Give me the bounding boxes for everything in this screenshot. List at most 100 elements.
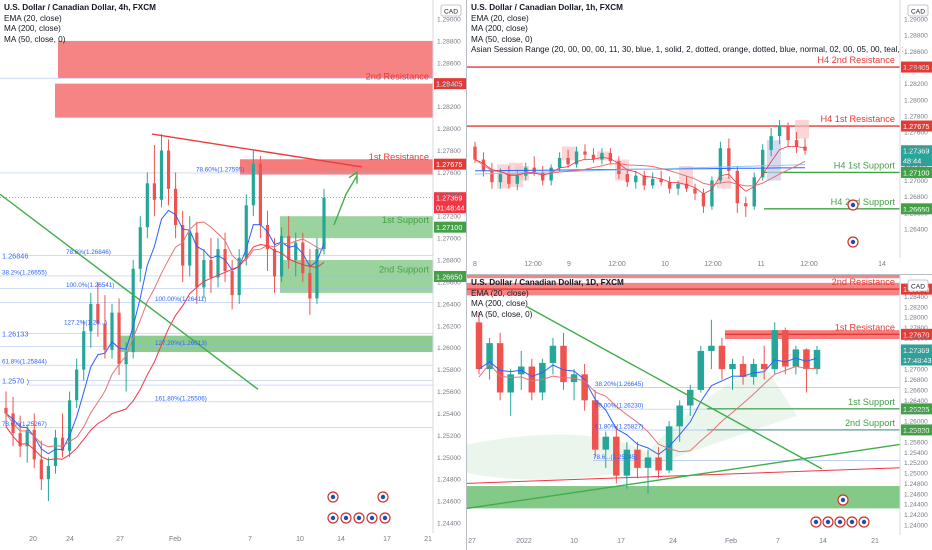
candle-body bbox=[272, 249, 277, 277]
indicator-ma50-1h[interactable]: MA (50, close, 0) bbox=[471, 34, 533, 44]
descending-resistance-trendline bbox=[151, 133, 363, 168]
chart-1d-canvas[interactable]: 38.20%(1.26645) 50.00%(1.26230) 61.80%(1.2… bbox=[467, 275, 932, 550]
candle-body bbox=[623, 449, 631, 476]
economic-event-icon-dot bbox=[813, 519, 819, 525]
candle-body bbox=[32, 429, 36, 460]
candle-body bbox=[507, 374, 514, 393]
level-label-sup: 1st Support bbox=[848, 397, 895, 407]
symbol-title-1h[interactable]: U.S. Dollar / Canadian Dollar, 1h, FXCM bbox=[471, 3, 623, 12]
time-tick-label: 2022 bbox=[516, 538, 532, 545]
time-tick-label: Feb bbox=[169, 536, 181, 543]
chart-4h-canvas[interactable]: 78.6%(1.26846) 38.2%(1.26655) 100.0%(1.265… bbox=[0, 0, 466, 550]
ema-line bbox=[5, 209, 325, 455]
price-tick-label: 1.25400 bbox=[904, 450, 928, 457]
candle-body bbox=[687, 389, 694, 406]
fib-left-tag: 1.26133 bbox=[2, 329, 28, 338]
candle-body bbox=[735, 170, 740, 204]
candle-body bbox=[230, 271, 234, 296]
candle-body bbox=[591, 400, 599, 450]
chart-panel-4h[interactable]: 78.6%(1.26846) 38.2%(1.26655) 100.0%(1.265… bbox=[0, 0, 467, 550]
economic-event-icon-dot bbox=[861, 519, 867, 525]
candle-body bbox=[294, 242, 298, 261]
level-price-tag-bg bbox=[434, 78, 466, 90]
candle-body bbox=[68, 400, 72, 451]
price-tick-label: 1.25600 bbox=[904, 439, 928, 446]
time-tick-label: 17 bbox=[617, 538, 625, 545]
chart-panel-1h[interactable]: H4 2nd Resistance 1.28405 H4 1st Resistanc… bbox=[467, 0, 932, 275]
time-tick-label: 17 bbox=[383, 536, 391, 543]
candle-body bbox=[202, 260, 206, 288]
candle-body bbox=[507, 174, 511, 184]
time-tick-label: 10 bbox=[296, 536, 304, 543]
price-tick-label: 1.26200 bbox=[904, 408, 928, 415]
candle-body bbox=[739, 363, 747, 377]
price-tick-label: 1.27400 bbox=[904, 346, 928, 353]
indicator-ema-4h[interactable]: EMA (20, close) bbox=[4, 13, 62, 23]
indicator-ma200-1h[interactable]: MA (200, close) bbox=[471, 24, 528, 34]
candle-body bbox=[131, 268, 135, 353]
candle-body bbox=[75, 369, 79, 401]
candle-body bbox=[280, 235, 284, 277]
countdown-tag-bg bbox=[901, 354, 932, 366]
countdown-tag: 48:44 bbox=[903, 157, 921, 166]
price-tick-label: 1.27000 bbox=[437, 236, 461, 243]
chart-1h-canvas[interactable]: H4 2nd Resistance 1.28405 H4 1st Resistanc… bbox=[467, 0, 932, 274]
support-zone-1st bbox=[280, 216, 433, 239]
time-tick-label: Feb bbox=[725, 538, 737, 545]
indicator-ema-1h[interactable]: EMA (20, close) bbox=[471, 13, 529, 23]
level-label-res: H4 2nd Resistance bbox=[817, 55, 895, 65]
candle-body bbox=[752, 177, 756, 207]
price-tick-label: 1.27600 bbox=[437, 170, 461, 177]
price-tick-label: 1.24600 bbox=[904, 491, 928, 498]
indicator-asian-session-1h[interactable]: Asian Session Range (20, 00, 00, 00, 11,… bbox=[471, 45, 903, 55]
price-tick-label: 1.26600 bbox=[904, 387, 928, 394]
price-tick-label: 1.26000 bbox=[437, 345, 461, 352]
candle-body bbox=[667, 182, 672, 189]
fib-right-label: 100.00%(1.26411) bbox=[155, 296, 206, 303]
economic-event-icon-dot bbox=[356, 515, 362, 521]
candle-body bbox=[4, 407, 8, 414]
symbol-title-4h[interactable]: U.S. Dollar / Canadian Dollar, 4h, FXCM bbox=[4, 3, 156, 12]
price-tick-label: 1.24800 bbox=[437, 477, 461, 484]
economic-event-icon-dot bbox=[382, 515, 388, 521]
indicator-ma50-1d[interactable]: MA (50, close, 0) bbox=[471, 309, 533, 319]
candle-body bbox=[46, 466, 50, 480]
price-tick-label: 1.28600 bbox=[904, 49, 928, 56]
price-tick-label: 1.28400 bbox=[904, 65, 928, 72]
price-tick-label: 1.24800 bbox=[904, 481, 928, 488]
price-tick-label: 1.28000 bbox=[437, 126, 461, 133]
time-tick-label: 11 bbox=[757, 261, 764, 268]
candle-body bbox=[528, 366, 536, 393]
candle-body bbox=[138, 227, 142, 269]
price-tick-label: 1.28000 bbox=[904, 315, 928, 322]
candle-body bbox=[549, 167, 553, 181]
price-tick-label: 1.25200 bbox=[437, 433, 461, 440]
level-price-tag: 1.25830 bbox=[903, 426, 929, 435]
level-price-tag-bg bbox=[434, 158, 466, 170]
candle-body bbox=[89, 303, 93, 332]
candle-body bbox=[591, 154, 596, 160]
level-price-tag-bg bbox=[901, 61, 932, 73]
indicator-ma50-4h[interactable]: MA (50, close, 0) bbox=[4, 34, 66, 44]
indicator-ma200-1d[interactable]: MA (200, close) bbox=[471, 299, 528, 309]
economic-event-icon-dot bbox=[369, 515, 375, 521]
fib-label: 78.6...(1.25245) bbox=[593, 454, 637, 461]
projection-arrowhead bbox=[348, 171, 358, 184]
fib-left-tag-bg bbox=[0, 327, 27, 339]
price-tick-label: 1.26800 bbox=[904, 377, 928, 384]
price-tick-label: 1.24200 bbox=[904, 512, 928, 519]
countdown-tag: 01:48:44 bbox=[436, 204, 464, 213]
price-tick-label: 1.27400 bbox=[904, 146, 928, 153]
candle-body bbox=[166, 150, 171, 189]
candle-body bbox=[82, 331, 86, 370]
symbol-title-1d[interactable]: U.S. Dollar / Canadian Dollar, 1D, FXCM bbox=[471, 278, 624, 287]
price-tick-label: 1.26800 bbox=[437, 258, 461, 265]
price-tick-label: 1.29000 bbox=[904, 17, 928, 24]
session-range-box bbox=[795, 119, 809, 139]
candle-body bbox=[486, 343, 493, 370]
indicator-ema-1d[interactable]: EMA (20, close) bbox=[471, 288, 529, 298]
level-price-tag: 1.27100 bbox=[436, 223, 462, 232]
candle-body bbox=[549, 345, 557, 363]
chart-panel-1d[interactable]: 38.20%(1.26645) 50.00%(1.26230) 61.80%(1.2… bbox=[467, 275, 932, 550]
indicator-ma200-4h[interactable]: MA (200, close) bbox=[4, 24, 61, 34]
